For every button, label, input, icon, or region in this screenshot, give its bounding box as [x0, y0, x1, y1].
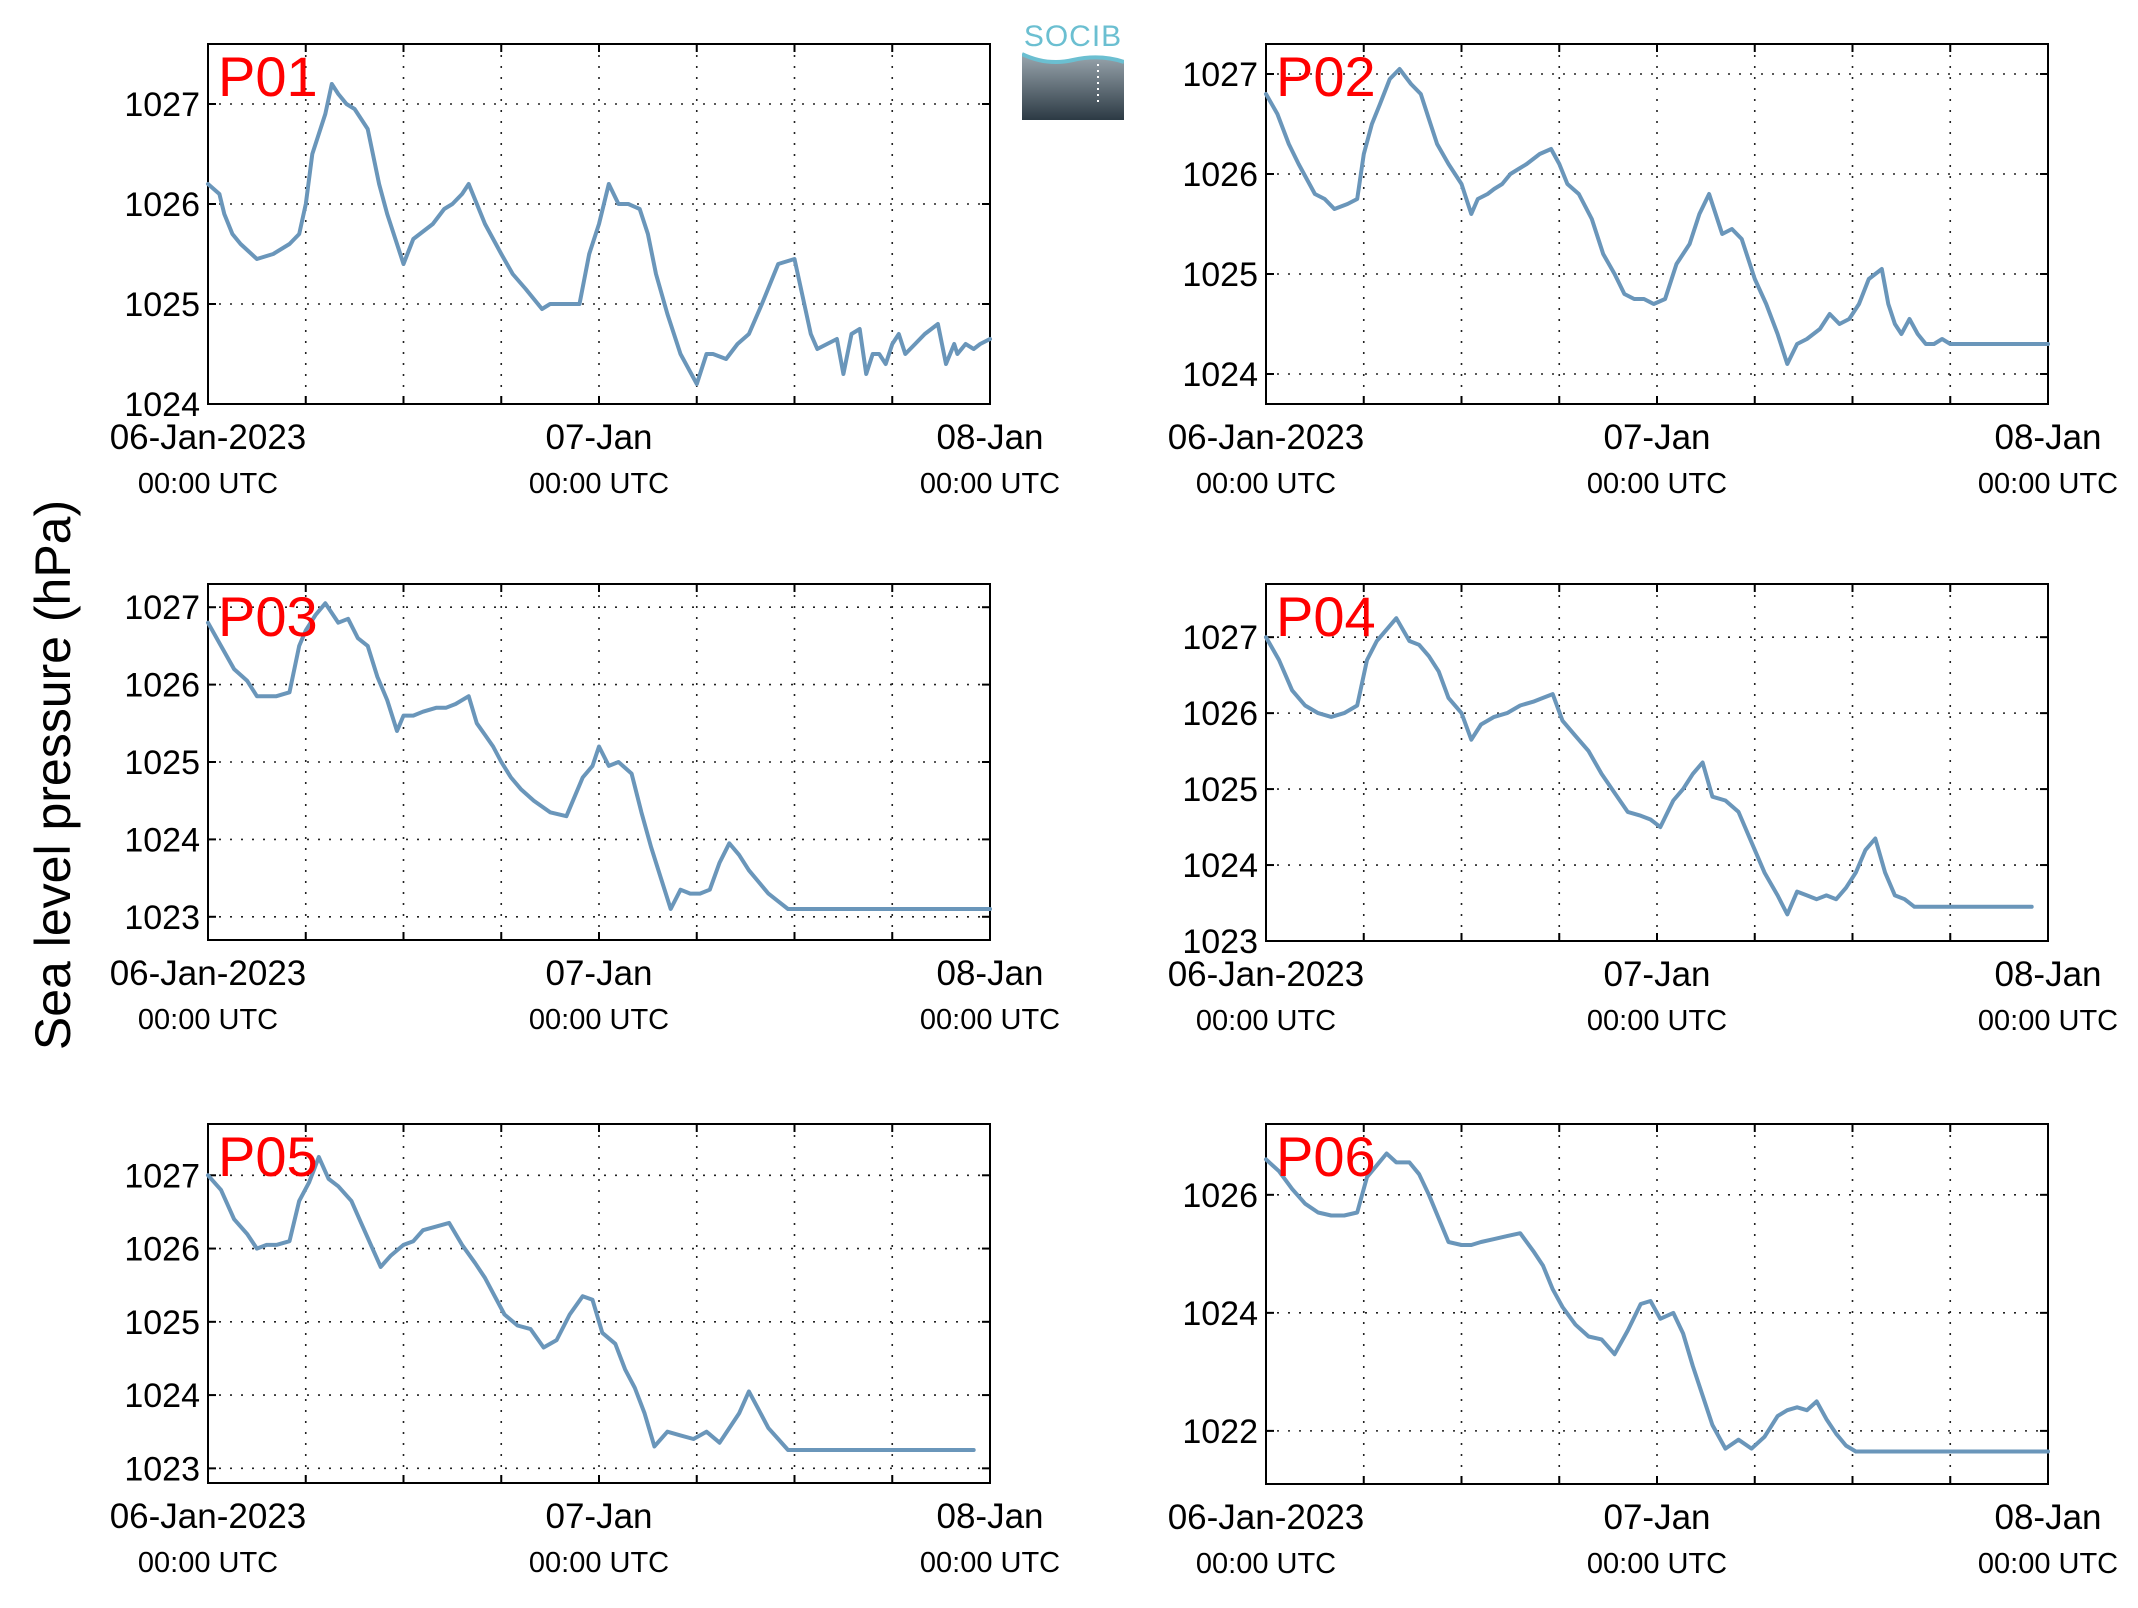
- x-tick-label-date: 06-Jan-2023: [1168, 418, 1365, 457]
- x-tick-label-date: 07-Jan: [545, 1497, 652, 1536]
- axes-frame: [1265, 1123, 2049, 1485]
- y-tick-label: 1026: [124, 667, 200, 705]
- panel-p04: 1023 1024 1025 1026 1027 06-Jan-2023 00:00 UTC…: [1168, 583, 2118, 1037]
- x-tick-label-time: 00:00 UTC: [920, 1004, 1060, 1036]
- x-tick-label-date: 06-Jan-2023: [110, 954, 307, 993]
- y-tick-label: 1024: [124, 821, 200, 859]
- socib-logo: SOCIB: [1021, 18, 1125, 122]
- x-tick-label-date: 08-Jan: [1994, 418, 2101, 457]
- panel-p03: 1023 1024 1025 1026 1027 06-Jan-2023 00:00 UTC…: [110, 583, 1060, 1036]
- y-tick-label: 1026: [1182, 695, 1258, 733]
- x-tick-label-time: 00:00 UTC: [920, 468, 1060, 500]
- y-tick-label: 1027: [124, 1157, 200, 1195]
- x-tick-label-date: 06-Jan-2023: [110, 418, 307, 457]
- x-tick-label-date: 07-Jan: [1603, 1498, 1710, 1537]
- socib-logo-icon: SOCIB: [1021, 20, 1125, 120]
- x-tick-label-time: 00:00 UTC: [1587, 468, 1727, 500]
- y-axis-label: Sea level pressure (hPa): [25, 500, 81, 1050]
- x-tick-label-time: 00:00 UTC: [1978, 468, 2118, 500]
- y-tick-label: 1023: [1182, 923, 1258, 961]
- x-tick-label-date: 06-Jan-2023: [1168, 1498, 1365, 1537]
- x-tick-label-date: 08-Jan: [1994, 1498, 2101, 1537]
- pressure-line: [206, 82, 992, 386]
- panel-p06: 1022 1024 1026 06-Jan-2023 00:00 UTC 07-Jan 00…: [1168, 1123, 2118, 1580]
- x-tick-label-time: 00:00 UTC: [920, 1547, 1060, 1579]
- station-label: P04: [1276, 585, 1376, 648]
- y-tick-label: 1025: [124, 286, 200, 324]
- y-tick-label: 1025: [1182, 256, 1258, 294]
- x-tick-label-date: 06-Jan-2023: [1168, 955, 1365, 994]
- x-tick-label-time: 00:00 UTC: [529, 468, 669, 500]
- pressure-line: [1264, 1151, 2050, 1454]
- station-label: P06: [1276, 1125, 1376, 1188]
- station-label: P05: [218, 1125, 318, 1188]
- y-tick-label: 1025: [1182, 771, 1258, 809]
- y-tick-label: 1026: [124, 1231, 200, 1269]
- y-tick-label: 1024: [1182, 356, 1258, 394]
- x-tick-label-time: 00:00 UTC: [1978, 1005, 2118, 1037]
- pressure-line: [1264, 616, 2034, 917]
- y-tick-label: 1024: [124, 1377, 200, 1415]
- x-tick-label-date: 08-Jan: [1994, 955, 2101, 994]
- y-tick-label: 1026: [1182, 156, 1258, 194]
- y-tick-label: 1024: [124, 386, 200, 424]
- panels: 1024 1025 1026 1027 06-Jan-2023 00:00 UTC 07-J…: [110, 43, 2118, 1580]
- panel-p02: 1024 1025 1026 1027 06-Jan-2023 00:00 UTC 07-J…: [1168, 43, 2118, 500]
- y-tick-label: 1023: [124, 899, 200, 937]
- x-tick-label-date: 07-Jan: [1603, 418, 1710, 457]
- y-tick-label: 1027: [1182, 619, 1258, 657]
- station-label: P03: [218, 585, 318, 648]
- x-tick-label-time: 00:00 UTC: [1587, 1005, 1727, 1037]
- x-tick-label-time: 00:00 UTC: [1196, 468, 1336, 500]
- x-tick-label-time: 00:00 UTC: [138, 468, 278, 500]
- x-tick-label-time: 00:00 UTC: [138, 1547, 278, 1579]
- y-tick-label: 1027: [1182, 56, 1258, 94]
- axes-frame: [1265, 583, 2049, 942]
- x-tick-label-time: 00:00 UTC: [1978, 1548, 2118, 1580]
- x-tick-label-time: 00:00 UTC: [138, 1004, 278, 1036]
- panel-p05: 1023 1024 1025 1026 1027 06-Jan-2023 00:00 UTC…: [110, 1123, 1060, 1579]
- x-tick-label-date: 07-Jan: [1603, 955, 1710, 994]
- x-tick-label-date: 07-Jan: [545, 418, 652, 457]
- x-tick-label-time: 00:00 UTC: [529, 1004, 669, 1036]
- y-tick-label: 1027: [124, 589, 200, 627]
- x-tick-label-time: 00:00 UTC: [1196, 1005, 1336, 1037]
- x-tick-label-date: 06-Jan-2023: [110, 1497, 307, 1536]
- pressure-line: [206, 601, 992, 911]
- y-tick-label: 1022: [1182, 1413, 1258, 1451]
- y-tick-label: 1024: [1182, 847, 1258, 885]
- y-tick-label: 1026: [124, 186, 200, 224]
- axes-frame: [207, 1123, 991, 1484]
- station-label: P02: [1276, 45, 1376, 108]
- pressure-line: [206, 1155, 976, 1452]
- x-tick-label-date: 08-Jan: [936, 418, 1043, 457]
- y-tick-label: 1024: [1182, 1295, 1258, 1333]
- station-label: P01: [218, 45, 318, 108]
- logo-text: SOCIB: [1024, 20, 1122, 53]
- y-tick-label: 1026: [1182, 1177, 1258, 1215]
- y-tick-label: 1027: [124, 86, 200, 124]
- panel-p01: 1024 1025 1026 1027 06-Jan-2023 00:00 UTC 07-J…: [110, 43, 1060, 500]
- x-tick-label-time: 00:00 UTC: [529, 1547, 669, 1579]
- x-tick-label-time: 00:00 UTC: [1196, 1548, 1336, 1580]
- x-tick-label-date: 08-Jan: [936, 1497, 1043, 1536]
- y-tick-label: 1025: [124, 744, 200, 782]
- pressure-line: [1264, 67, 2050, 366]
- y-tick-label: 1025: [124, 1304, 200, 1342]
- x-tick-label-date: 08-Jan: [936, 954, 1043, 993]
- y-tick-label: 1023: [124, 1450, 200, 1488]
- x-tick-label-date: 07-Jan: [545, 954, 652, 993]
- x-tick-label-time: 00:00 UTC: [1587, 1548, 1727, 1580]
